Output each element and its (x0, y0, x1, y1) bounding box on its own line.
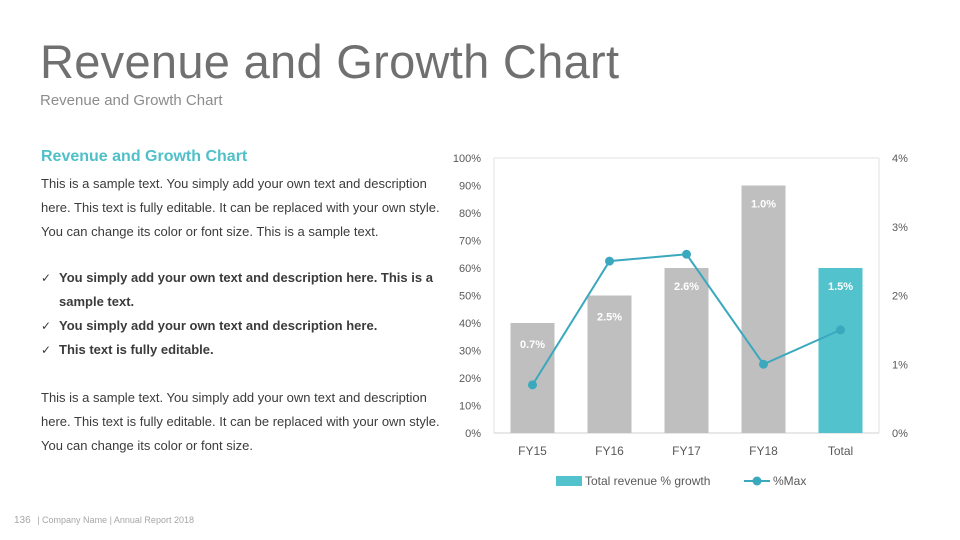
y-left-tick-label: 90% (459, 181, 481, 193)
check-icon: ✓ (41, 319, 52, 333)
line-point (528, 380, 537, 390)
legend-label: Total revenue % growth (585, 474, 710, 488)
y-left-tick-label: 80% (459, 208, 481, 220)
y-left-tick-label: 20% (459, 373, 481, 385)
bullet-list: ✓ You simply add your own text and descri… (41, 266, 441, 362)
bullet-text: You simply add your own text and descrip… (59, 270, 433, 309)
line-point (605, 256, 614, 266)
bullet-item: ✓ You simply add your own text and descri… (41, 266, 441, 314)
data-label: 1.0% (751, 199, 776, 211)
y-left-tick-label: 40% (459, 318, 481, 330)
y-left-tick-label: 0% (465, 428, 481, 440)
y-left-tick-label: 50% (459, 291, 481, 303)
bullet-item: ✓ This text is fully editable. (41, 338, 441, 362)
footer: 136 | Company Name | Annual Report 2018 (14, 515, 194, 526)
legend-swatch-marker (752, 476, 762, 486)
line-point (682, 249, 691, 259)
y-right-tick-label: 3% (892, 222, 908, 234)
legend-label: %Max (773, 474, 806, 488)
check-icon: ✓ (41, 271, 52, 285)
data-label: 2.5% (597, 312, 622, 324)
legend-swatch-bar (556, 476, 582, 486)
y-left-tick-label: 60% (459, 263, 481, 275)
y-left-tick-label: 100% (453, 153, 481, 165)
bullet-item: ✓ You simply add your own text and descri… (41, 314, 441, 338)
bar (741, 185, 786, 433)
y-left-tick-label: 10% (459, 401, 481, 413)
data-label: 0.7% (520, 339, 545, 351)
x-tick-label: Total (828, 444, 853, 458)
section-heading: Revenue and Growth Chart (41, 148, 248, 165)
page-number: 136 (14, 515, 31, 526)
y-right-tick-label: 4% (892, 153, 908, 165)
closing-paragraph: This is a sample text. You simply add yo… (41, 390, 440, 453)
y-right-tick-label: 0% (892, 428, 908, 440)
page-title: Revenue and Growth Chart (40, 35, 620, 88)
bullet-text: You simply add your own text and descrip… (59, 318, 378, 333)
y-left-tick-label: 30% (459, 346, 481, 358)
x-tick-label: FY16 (595, 444, 624, 458)
y-right-tick-label: 2% (892, 291, 908, 303)
y-right-tick-label: 1% (892, 359, 908, 371)
bar (510, 323, 555, 433)
line-point (836, 325, 845, 335)
intro-paragraph: This is a sample text. You simply add yo… (41, 176, 440, 239)
check-icon: ✓ (41, 343, 52, 357)
bullet-text: This text is fully editable. (59, 342, 214, 357)
bar (818, 268, 863, 433)
data-label: 1.5% (828, 281, 853, 293)
page-subtitle: Revenue and Growth Chart (40, 92, 223, 109)
x-tick-label: FY15 (518, 444, 547, 458)
bar (587, 295, 632, 433)
x-tick-label: FY17 (672, 444, 701, 458)
y-left-tick-label: 70% (459, 236, 481, 248)
x-tick-label: FY18 (749, 444, 778, 458)
footer-text: | Company Name | Annual Report 2018 (37, 515, 194, 525)
line-point (759, 359, 768, 369)
data-label: 2.6% (674, 281, 699, 293)
text-panel: Revenue and Growth Chart This is a sampl… (41, 148, 441, 458)
bar (664, 268, 709, 433)
